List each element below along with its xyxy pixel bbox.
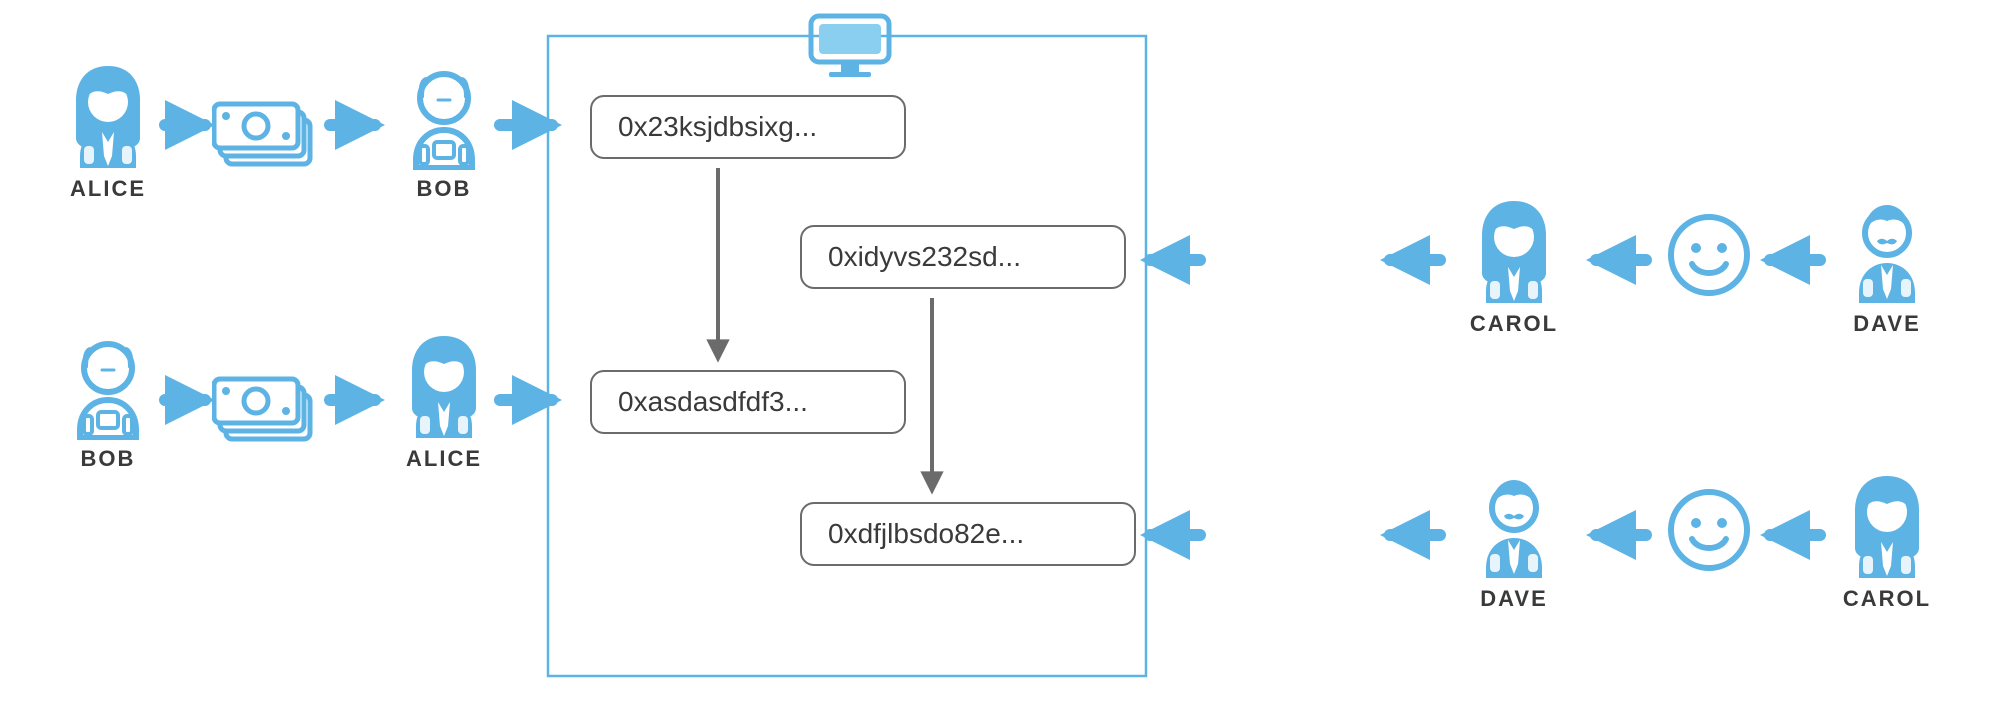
actor-bob_top: BOB [394,60,494,202]
person-icon [58,60,158,170]
hash-box: 0xasdasdfdf3... [590,370,906,434]
person-icon [1837,470,1937,580]
monitor-icon [805,10,895,80]
person-icon [394,330,494,440]
smiley-icon [1664,210,1754,300]
actor-label: DAVE [1464,586,1564,612]
person-icon [58,330,158,440]
money-icon [212,365,322,445]
hash-box: 0xdfjlbsdo82e... [800,502,1136,566]
actor-label: DAVE [1837,311,1937,337]
actor-dave_top: DAVE [1837,195,1937,337]
person-icon [1464,195,1564,305]
person-icon [1464,470,1564,580]
actor-dave_bot: DAVE [1464,470,1564,612]
actor-label: BOB [394,176,494,202]
hash-box: 0xidyvs232sd... [800,225,1126,289]
money-icon [212,90,322,170]
actor-label: CAROL [1837,586,1937,612]
person-icon [394,60,494,170]
actor-alice_top: ALICE [58,60,158,202]
actor-label: BOB [58,446,158,472]
actor-alice_bot: ALICE [394,330,494,472]
diagram-stage: 0x23ksjdbsixg... 0xasdasdfdf3... 0xidyvs23… [0,0,2000,724]
person-icon [1837,195,1937,305]
hash-box: 0x23ksjdbsixg... [590,95,906,159]
actor-label: ALICE [394,446,494,472]
actor-label: CAROL [1464,311,1564,337]
actor-label: ALICE [58,176,158,202]
actor-carol_bot: CAROL [1837,470,1937,612]
actor-carol_top: CAROL [1464,195,1564,337]
smiley-icon [1664,485,1754,575]
actor-bob_bot: BOB [58,330,158,472]
